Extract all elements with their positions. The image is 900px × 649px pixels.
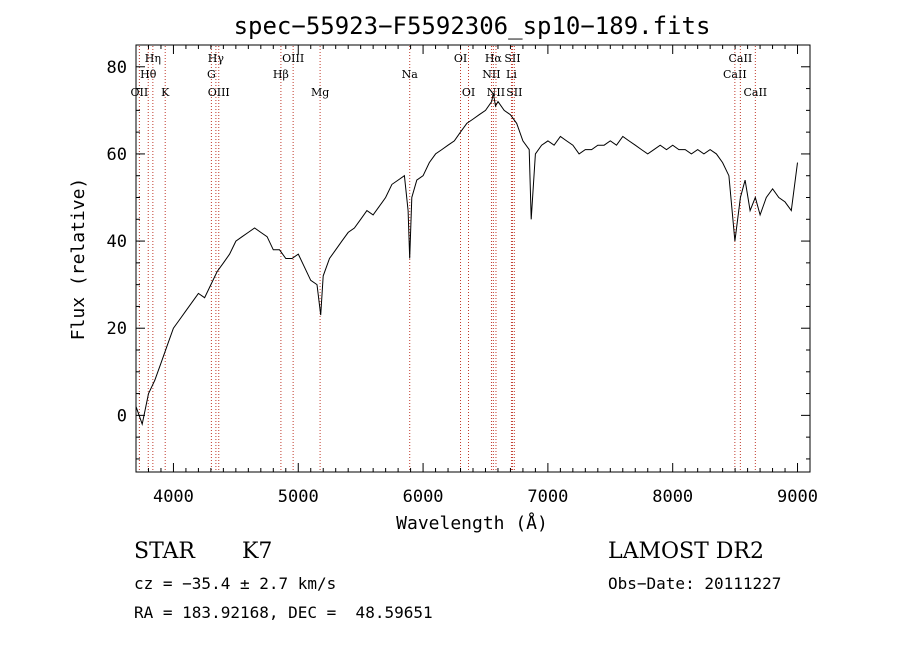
x-tick-label-5000: 5000 <box>278 487 319 507</box>
line-label-21: CaII <box>743 86 767 99</box>
y-tick-label-80: 80 <box>107 58 127 78</box>
x-tick-label-4000: 4000 <box>153 487 194 507</box>
line-label-2: OII <box>131 86 149 99</box>
coordinates-text: RA = 183.92168, DEC = 48.59651 <box>134 603 433 622</box>
x-tick-label-8000: 8000 <box>652 487 693 507</box>
line-label-14: SII <box>504 52 520 65</box>
chart-title: spec−55923−F5592306_sp10−189.fits <box>234 12 711 40</box>
line-label-17: NII <box>487 86 505 99</box>
y-axis-label: Flux (relative) <box>68 178 89 341</box>
x-axis-label: Wavelength (Å) <box>396 512 548 534</box>
object-class: STAR <box>134 539 195 564</box>
line-label-9: Mg <box>311 86 329 99</box>
line-label-13: Hα <box>485 52 503 65</box>
line-label-3: K <box>161 86 170 99</box>
y-tick-label-0: 0 <box>117 406 127 426</box>
line-label-11: OI <box>454 52 467 65</box>
x-tick-label-9000: 9000 <box>777 487 818 507</box>
line-label-0: Hη <box>145 52 161 65</box>
line-label-10: Na <box>402 68 419 81</box>
line-label-18: SII <box>506 86 522 99</box>
obs-date-text: Obs−Date: 20111227 <box>608 574 782 593</box>
y-axis-ticks: 0 20 40 60 80 <box>107 58 810 460</box>
line-label-7: OIII <box>282 52 304 65</box>
survey-name: LAMOST DR2 <box>608 539 764 564</box>
redshift-text: cz = −35.4 ± 2.7 km/s <box>134 574 337 593</box>
line-label-6: OIII <box>208 86 230 99</box>
spectral-line-markers <box>138 46 756 471</box>
plot-frame <box>135 44 811 473</box>
line-label-1: Hθ <box>140 68 157 81</box>
x-tick-label-7000: 7000 <box>527 487 568 507</box>
line-label-16: Li <box>506 68 517 81</box>
line-label-4: Hγ <box>208 52 225 65</box>
object-subclass: K7 <box>242 539 273 564</box>
line-label-5: G <box>207 68 216 81</box>
line-label-12: OI <box>462 86 475 99</box>
line-label-8: Hβ <box>273 68 289 81</box>
line-label-15: NII <box>482 68 500 81</box>
x-axis-ticks: 4000 5000 6000 7000 8000 9000 <box>147 45 818 507</box>
spectrum-line <box>135 92 798 426</box>
y-tick-label-60: 60 <box>107 145 127 165</box>
y-tick-label-40: 40 <box>107 232 127 252</box>
x-tick-label-6000: 6000 <box>403 487 444 507</box>
line-label-20: CaII <box>723 68 747 81</box>
y-tick-label-20: 20 <box>107 319 127 339</box>
line-label-19: CaII <box>729 52 753 65</box>
